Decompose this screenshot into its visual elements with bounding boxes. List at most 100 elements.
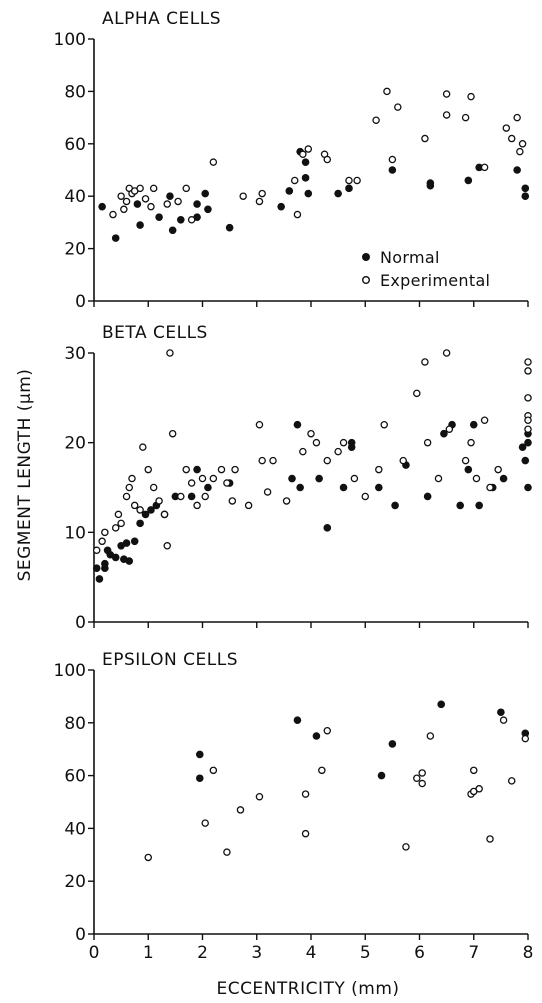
alpha-normal-point	[521, 184, 530, 193]
legend-normal-marker	[362, 253, 370, 261]
alpha-normal-point	[334, 189, 342, 198]
x-tick-label: 0	[89, 943, 100, 963]
alpha-normal-point	[201, 189, 210, 198]
alpha-experimental-point	[182, 184, 190, 193]
beta-experimental-point	[255, 420, 264, 429]
epsilon-normal-point	[195, 774, 204, 783]
alpha-experimental-point	[258, 189, 266, 198]
beta-normal-point	[518, 443, 527, 451]
beta-normal-point	[204, 483, 212, 492]
alpha-normal-point	[388, 166, 397, 174]
beta-experimental-point	[434, 474, 443, 483]
epsilon-experimental-point	[402, 843, 410, 851]
epsilon-y-tick-label: 80	[64, 714, 86, 734]
beta-normal-point	[125, 557, 134, 565]
beta-experimental-point	[217, 465, 226, 474]
beta-normal-point	[171, 492, 180, 501]
epsilon-experimental-point	[475, 785, 483, 793]
beta-experimental-point	[486, 483, 494, 492]
epsilon-y-tick-label: 20	[64, 872, 86, 892]
epsilon-experimental-point	[426, 732, 435, 740]
beta-experimental-point	[445, 425, 454, 433]
epsilon-normal-point	[497, 708, 505, 717]
alpha-normal-point	[285, 187, 294, 195]
beta-experimental-point	[312, 438, 321, 447]
beta-normal-point	[323, 524, 332, 532]
alpha-normal-point	[521, 192, 530, 200]
beta-experimental-point	[125, 483, 134, 492]
beta-normal-point	[521, 456, 530, 465]
alpha-experimental-point	[293, 210, 302, 219]
epsilon-y-tick-label: 100	[54, 661, 86, 681]
beta-experimental-point	[228, 497, 237, 505]
alpha-normal-point	[204, 205, 212, 214]
alpha-normal-point	[464, 176, 473, 185]
epsilon-experimental-point	[499, 716, 508, 724]
beta-experimental-point	[187, 479, 196, 487]
alpha-experimental-point	[187, 216, 196, 224]
epsilon-normal-point	[521, 729, 530, 738]
beta-experimental-point	[182, 465, 190, 474]
epsilon-normal-point	[195, 750, 204, 759]
alpha-experimental-point	[461, 113, 470, 122]
beta-experimental-point	[524, 394, 532, 402]
legend-normal-label: Normal	[380, 248, 440, 267]
alpha-normal-point	[168, 226, 177, 235]
beta-experimental-point	[399, 456, 407, 465]
beta-experimental-point	[128, 474, 136, 483]
beta-experimental-point	[198, 474, 207, 483]
epsilon-normal-point	[388, 740, 397, 748]
beta-experimental-point	[130, 501, 139, 510]
alpha-normal-point	[177, 215, 185, 224]
epsilon-normal-point	[312, 732, 321, 740]
alpha-experimental-point	[304, 145, 313, 153]
epsilon-y-tick-label: 0	[75, 925, 86, 945]
beta-experimental-point	[193, 501, 201, 510]
alpha-experimental-point	[516, 147, 524, 156]
beta-y-tick-label: 0	[75, 613, 86, 633]
epsilon-experimental-point	[301, 790, 310, 798]
beta-normal-point	[141, 510, 150, 519]
alpha-normal-point	[304, 189, 313, 198]
beta-normal-point	[111, 553, 120, 562]
beta-experimental-point	[98, 537, 106, 546]
alpha-y-tick-label: 20	[64, 240, 86, 260]
beta-experimental-point	[461, 456, 470, 465]
beta-experimental-point	[244, 501, 253, 510]
alpha-experimental-point	[174, 197, 182, 206]
beta-experimental-point	[350, 474, 359, 483]
beta-experimental-point	[101, 528, 109, 537]
x-tick-label: 5	[360, 943, 371, 963]
alpha-normal-point	[166, 192, 174, 200]
epsilon-normal-point	[377, 771, 386, 780]
epsilon-experimental-point	[418, 769, 426, 777]
alpha-experimental-point	[136, 184, 144, 193]
alpha-y-tick-label: 60	[64, 135, 86, 155]
beta-y-tick-label: 30	[64, 344, 86, 364]
beta-normal-point	[524, 483, 532, 492]
epsilon-experimental-point	[486, 835, 494, 843]
beta-normal-point	[391, 501, 399, 510]
alpha-normal-point	[155, 213, 163, 221]
epsilon-experimental-point	[223, 848, 231, 856]
beta-y-tick-label: 20	[64, 434, 86, 454]
beta-experimental-point	[524, 367, 532, 375]
beta-normal-point	[464, 465, 473, 474]
alpha-experimental-point	[149, 184, 158, 193]
beta-normal-point	[95, 575, 104, 583]
beta-experimental-point	[361, 492, 369, 501]
beta-normal-point	[92, 564, 101, 572]
beta-experimental-point	[144, 465, 152, 474]
beta-experimental-point	[524, 416, 532, 424]
epsilon-y-tick-label: 40	[64, 819, 86, 839]
beta-experimental-point	[117, 519, 125, 528]
beta-normal-point	[469, 420, 478, 429]
alpha-experimental-point	[147, 202, 155, 211]
legend: Normal Experimental	[362, 248, 490, 290]
alpha-cells-panel: 0 20 40 60 80 100 ALPHA CELLS	[54, 9, 530, 312]
beta-experimental-point	[413, 389, 421, 398]
alpha-experimental-point	[353, 176, 361, 185]
epsilon-experimental-point	[255, 792, 264, 801]
alpha-experimental-point	[442, 90, 451, 98]
alpha-experimental-point	[507, 134, 516, 143]
